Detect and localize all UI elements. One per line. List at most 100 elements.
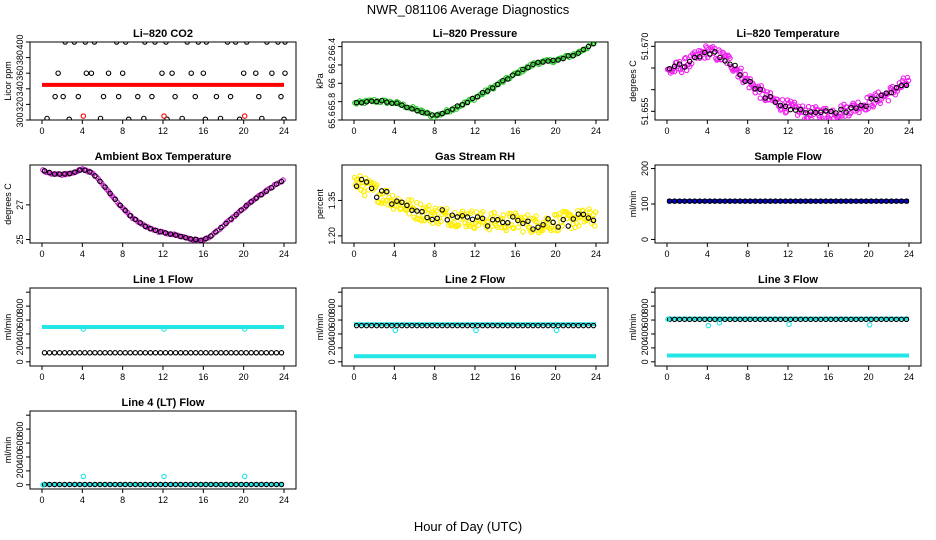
data-point-hourly bbox=[893, 84, 900, 91]
data-point-hourly bbox=[414, 322, 420, 329]
data-point-hourly bbox=[702, 49, 708, 56]
data-point-hourly bbox=[681, 316, 688, 323]
y-axis-label: percent bbox=[315, 188, 325, 219]
data-point-hourly bbox=[87, 350, 93, 356]
data-point-hourly bbox=[853, 198, 859, 204]
data-point-hourly bbox=[666, 65, 673, 72]
data-point-pts_300 bbox=[281, 116, 287, 120]
data-point-raw bbox=[807, 111, 814, 118]
data-point-hourly bbox=[51, 171, 58, 177]
panel-licor-temp: Li–820 Temperature 0 4 8 12 16 20 24 51.655 51.67… bbox=[628, 28, 922, 136]
data-point-hourly bbox=[823, 316, 829, 323]
data-point-hourly bbox=[499, 77, 506, 84]
data-point-pts_400 bbox=[264, 42, 270, 45]
data-point-hourly bbox=[757, 316, 764, 323]
y-tick-label: 66 bbox=[327, 78, 337, 88]
data-point-hourly bbox=[358, 176, 365, 183]
data-point-raw bbox=[573, 215, 579, 221]
data-point-hourly bbox=[691, 54, 698, 61]
data-point-pts_400 bbox=[195, 42, 202, 45]
data-point-raw bbox=[491, 209, 497, 216]
x-tick-label: 12 bbox=[158, 495, 168, 505]
data-point-hourly bbox=[77, 350, 83, 356]
data-point-raw bbox=[836, 113, 842, 120]
x-tick-label: 16 bbox=[823, 372, 833, 382]
data-point-hourly bbox=[41, 168, 48, 174]
data-point-hourly bbox=[464, 322, 471, 329]
x-tick-label: 20 bbox=[864, 249, 874, 259]
data-point-hourly bbox=[570, 52, 577, 59]
data-point-hourly bbox=[122, 350, 128, 356]
data-point-raw bbox=[418, 218, 425, 224]
data-point-hourly bbox=[777, 316, 784, 323]
data-point-hourly bbox=[676, 198, 683, 204]
data-point-hourly bbox=[353, 322, 360, 329]
data-point-pts_red bbox=[161, 113, 167, 119]
x-tick-label: 24 bbox=[904, 249, 914, 259]
data-point-hourly bbox=[580, 46, 587, 53]
data-point-hourly bbox=[737, 198, 743, 204]
data-point-hourly bbox=[540, 322, 546, 329]
x-tick-label: 16 bbox=[198, 372, 208, 382]
x-tick-label: 0 bbox=[351, 372, 356, 382]
data-point-hourly bbox=[585, 43, 592, 50]
data-point-raw bbox=[898, 84, 905, 90]
x-tick-label: 4 bbox=[392, 249, 397, 259]
data-point-raw bbox=[360, 183, 366, 189]
data-point-hourly bbox=[494, 216, 501, 223]
data-point-hourly bbox=[243, 350, 249, 356]
data-point-pts_330 bbox=[60, 93, 66, 100]
data-point-pts_330 bbox=[52, 93, 58, 100]
data-point-hourly bbox=[233, 350, 239, 356]
data-point-pts_330 bbox=[256, 93, 262, 100]
data-point-hourly bbox=[732, 198, 738, 204]
series-group bbox=[42, 42, 288, 120]
data-point-hourly bbox=[535, 224, 541, 231]
data-point-hourly bbox=[444, 108, 451, 115]
data-point-raw bbox=[505, 222, 511, 229]
data-point-hourly bbox=[722, 58, 728, 64]
data-point-hourly bbox=[484, 223, 491, 229]
data-point-hourly bbox=[102, 350, 108, 356]
data-point-hourly bbox=[499, 219, 506, 226]
data-point-raw bbox=[438, 218, 444, 225]
data-point-hourly bbox=[208, 233, 214, 239]
data-point-raw bbox=[555, 227, 562, 233]
data-point-raw bbox=[592, 209, 599, 215]
data-point-raw bbox=[802, 107, 809, 114]
data-point-pts_360 bbox=[159, 70, 165, 76]
data-point-hourly bbox=[833, 110, 839, 116]
data-point-hourly bbox=[712, 49, 718, 55]
data-point-hourly bbox=[575, 50, 582, 56]
data-point-raw bbox=[702, 55, 708, 61]
data-point-hourly bbox=[394, 100, 400, 106]
data-point-hourly bbox=[142, 481, 149, 488]
data-point-hourly bbox=[248, 481, 254, 488]
data-point-pts_360 bbox=[169, 70, 175, 76]
data-point-hourly bbox=[580, 211, 587, 218]
data-point-pts_360 bbox=[200, 70, 207, 76]
x-tick-label: 16 bbox=[198, 126, 208, 136]
y-tick-label: 25 bbox=[15, 235, 25, 245]
data-point-hourly bbox=[107, 481, 113, 488]
data-point-hourly bbox=[515, 70, 521, 76]
data-point-hourly bbox=[828, 198, 834, 204]
data-point-hourly bbox=[77, 167, 83, 173]
series-group bbox=[353, 322, 597, 359]
data-point-hourly bbox=[51, 350, 58, 356]
data-point-hourly bbox=[389, 201, 395, 207]
data-point-hourly bbox=[722, 316, 728, 323]
data-point-hourly bbox=[484, 322, 491, 329]
data-point-hourly bbox=[263, 481, 270, 488]
data-point-hourly bbox=[515, 322, 521, 329]
x-tick-label: 16 bbox=[510, 372, 520, 382]
data-point-hourly bbox=[681, 198, 688, 204]
data-point-hourly bbox=[747, 78, 753, 85]
data-point-hourly bbox=[823, 108, 829, 114]
data-point-hourly bbox=[208, 350, 214, 356]
y-tick-label: 300 bbox=[15, 112, 25, 127]
data-point-hourly bbox=[273, 350, 280, 356]
